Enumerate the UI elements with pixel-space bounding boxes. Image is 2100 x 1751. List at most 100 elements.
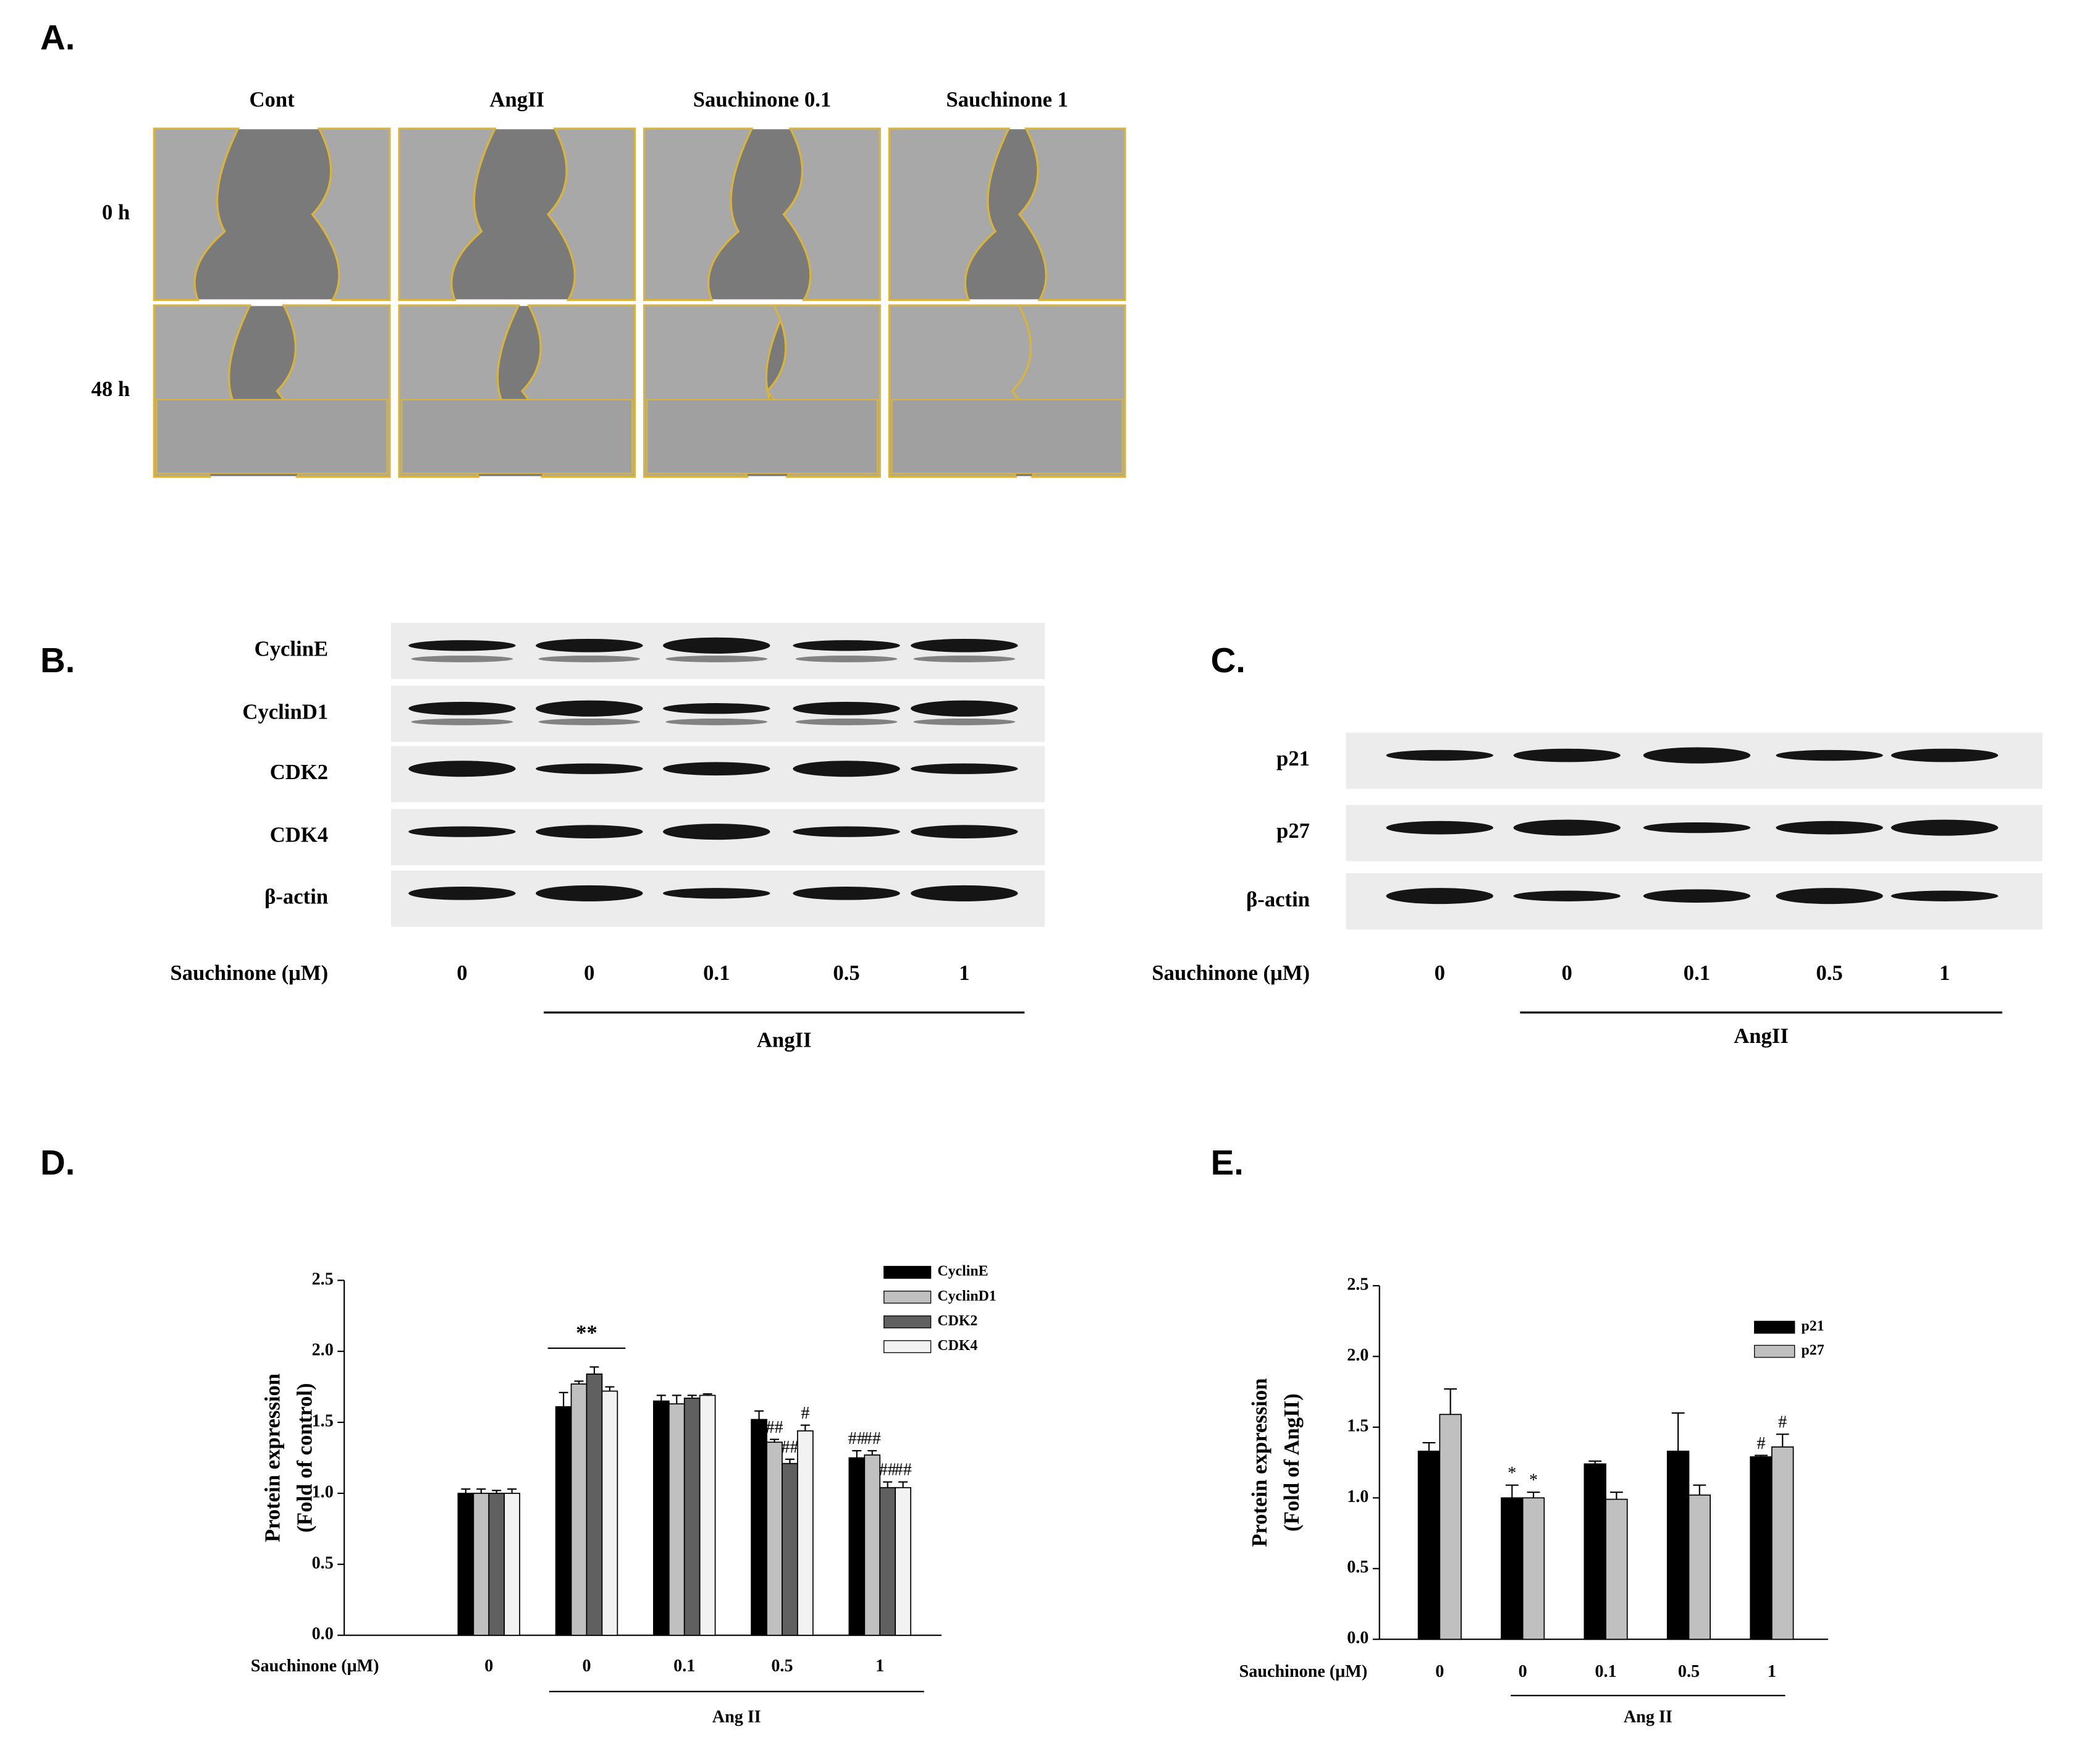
- x-label: Sauchinone (μM): [251, 1656, 379, 1676]
- legend-swatch: [883, 1340, 932, 1353]
- bar: [766, 1441, 783, 1636]
- column-label: Cont: [249, 88, 295, 112]
- x-label: Sauchinone (μM): [1152, 961, 1310, 985]
- panel-label: D.: [40, 1143, 75, 1182]
- significance-mark: ##: [879, 1461, 896, 1480]
- blot-band: [538, 656, 641, 662]
- blot-band: [536, 825, 643, 838]
- blot-band: [536, 885, 643, 901]
- x-label: Sauchinone (μM): [1239, 1662, 1368, 1681]
- y-tick-label: 2.5: [1347, 1275, 1368, 1294]
- y-tick-label: 0.0: [312, 1624, 334, 1643]
- significance-mark: #: [801, 1404, 809, 1423]
- blot-band: [408, 701, 516, 715]
- legend-swatch: [1754, 1320, 1795, 1334]
- dose-label: 0: [1435, 961, 1445, 985]
- bar: [1666, 1450, 1690, 1640]
- blot-band: [913, 718, 1016, 725]
- bar: [879, 1487, 896, 1636]
- significance-mark: ##: [864, 1429, 881, 1448]
- y-tick-label: 2.0: [312, 1341, 334, 1360]
- blot-band: [1513, 748, 1621, 762]
- protein-label: CyclinE: [255, 636, 328, 660]
- group-label: AngII: [757, 1027, 812, 1052]
- legend-label: CyclinE: [937, 1264, 988, 1280]
- cell-region: [156, 399, 388, 475]
- bar: [1583, 1463, 1606, 1640]
- panel-label: C.: [1211, 641, 1246, 680]
- significance-mark: *: [1529, 1470, 1538, 1490]
- bar: [653, 1400, 670, 1636]
- y-tick-label: 1.0: [1347, 1487, 1368, 1506]
- x-tick-label: 0.1: [673, 1656, 695, 1676]
- significance-mark: ##: [895, 1461, 912, 1480]
- y-tick-label: 2.0: [1347, 1346, 1368, 1365]
- group-label: Ang II: [1624, 1708, 1672, 1727]
- column-label: Sauchinone 0.1: [693, 88, 832, 112]
- row-label: 48 h: [91, 377, 130, 401]
- y-tick-label: 0.5: [1347, 1558, 1368, 1577]
- y-axis-label: Protein expression: [260, 1373, 284, 1542]
- legend-swatch: [883, 1315, 932, 1328]
- x-tick-label: 1: [875, 1656, 884, 1676]
- blot-band: [408, 640, 516, 651]
- bar: [668, 1403, 685, 1636]
- column-label: Sauchinone 1: [946, 88, 1068, 112]
- blot-band: [1776, 821, 1883, 835]
- blot-band: [538, 718, 641, 725]
- blot-band: [793, 640, 900, 651]
- blot-band: [1891, 890, 1999, 901]
- blot-band: [1513, 890, 1621, 901]
- protein-label: CDK4: [270, 823, 328, 847]
- blot-band: [663, 888, 770, 899]
- protein-label: p21: [1276, 746, 1310, 770]
- bar: [848, 1457, 866, 1636]
- panel-label: E.: [1211, 1143, 1244, 1182]
- bar: [1771, 1446, 1794, 1640]
- y-tick-label: 0.5: [312, 1553, 334, 1572]
- blot-band: [1891, 819, 1999, 836]
- cell-region: [891, 399, 1123, 475]
- bar: [1522, 1497, 1545, 1640]
- cell-region: [401, 399, 633, 475]
- blot-band: [1386, 749, 1493, 761]
- bar: [864, 1454, 881, 1636]
- y-tick-label: 1.0: [312, 1482, 334, 1501]
- dose-label: 0.5: [833, 961, 859, 985]
- x-tick-label: 0.1: [1595, 1662, 1616, 1681]
- x-tick-label: 0: [582, 1656, 591, 1676]
- blot-band: [1776, 749, 1883, 761]
- bar: [570, 1383, 588, 1636]
- significance-mark: ##: [765, 1418, 783, 1437]
- cell-region: [153, 127, 240, 302]
- blot-band: [665, 718, 768, 725]
- protein-label: β-actin: [264, 884, 328, 908]
- dose-label: 0.1: [1684, 961, 1710, 985]
- bar: [1750, 1456, 1773, 1640]
- dose-label: 0: [457, 961, 467, 985]
- significance-mark: ##: [781, 1438, 798, 1457]
- blot-band: [913, 656, 1016, 662]
- x-tick-label: 0.5: [771, 1656, 793, 1676]
- blot-band: [793, 886, 900, 900]
- blot-band: [536, 763, 643, 774]
- bar: [1439, 1414, 1462, 1640]
- bar: [895, 1487, 911, 1636]
- significance-mark: #: [1756, 1434, 1765, 1453]
- blot-band: [663, 824, 770, 840]
- cell-region: [311, 127, 391, 302]
- group-label: AngII: [1734, 1024, 1789, 1048]
- bar: [504, 1493, 520, 1636]
- bar: [797, 1430, 814, 1636]
- cell-region: [643, 127, 754, 302]
- x-tick-label: 0: [1519, 1662, 1527, 1681]
- blot-band: [408, 826, 516, 837]
- panel-label: A.: [40, 18, 75, 57]
- protein-label: β-actin: [1246, 887, 1310, 911]
- blot-band: [1643, 889, 1751, 903]
- protein-label: CyclinD1: [242, 699, 328, 724]
- dose-label: 0.1: [703, 961, 730, 985]
- x-label: Sauchinone (μM): [170, 961, 328, 985]
- legend-swatch: [1754, 1344, 1795, 1358]
